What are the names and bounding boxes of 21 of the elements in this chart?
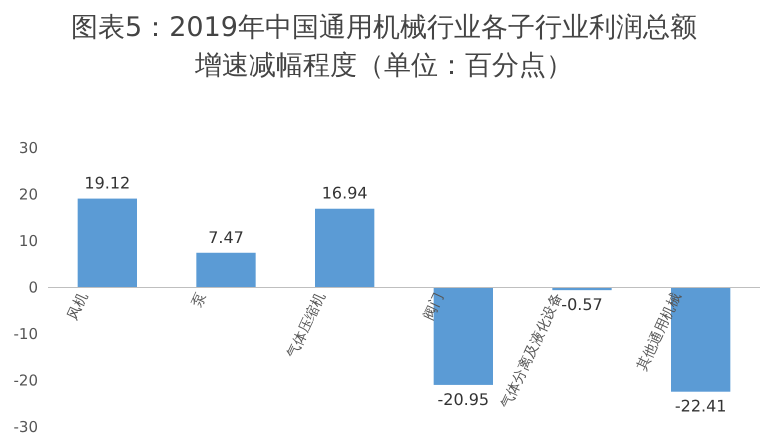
x-tick-label: 气体压缩机 bbox=[284, 290, 328, 361]
y-tick-label: 20 bbox=[18, 186, 38, 204]
data-label: 7.47 bbox=[208, 228, 244, 247]
y-tick-label: -10 bbox=[14, 325, 38, 343]
data-label: 19.12 bbox=[84, 174, 130, 193]
x-tick-label: 其他通用机械 bbox=[634, 290, 684, 374]
x-tick-label: 泵 bbox=[189, 290, 210, 310]
y-tick-label: -20 bbox=[14, 372, 38, 390]
x-tick-label: 阀门 bbox=[420, 290, 447, 323]
x-tick-label: 风机 bbox=[64, 290, 91, 323]
y-tick-label: 30 bbox=[18, 139, 38, 157]
y-tick-label: 0 bbox=[28, 278, 38, 296]
y-tick-label: -30 bbox=[14, 418, 38, 436]
bar bbox=[315, 208, 374, 288]
chart-title: 图表5：2019年中国通用机械行业各子行业利润总额增速减幅程度（单位：百分点） bbox=[71, 12, 697, 81]
bar bbox=[196, 252, 256, 288]
y-tick-label: 10 bbox=[18, 232, 38, 250]
bar bbox=[78, 198, 137, 288]
data-label: 16.94 bbox=[322, 184, 368, 203]
data-label: -22.41 bbox=[674, 396, 726, 416]
data-label: -20.95 bbox=[438, 390, 490, 409]
